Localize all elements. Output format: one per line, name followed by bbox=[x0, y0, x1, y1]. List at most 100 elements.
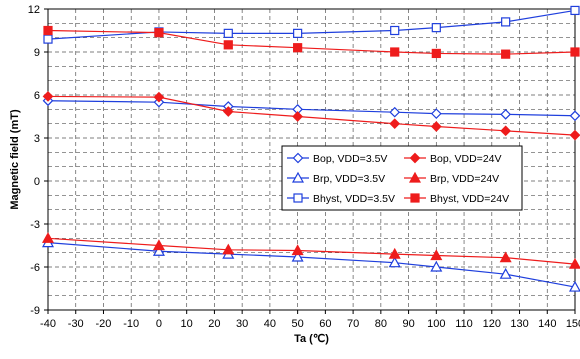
legend-swatch-marker bbox=[409, 152, 421, 164]
series-4 bbox=[41, 232, 580, 269]
data-point bbox=[499, 251, 512, 263]
data-point bbox=[501, 49, 511, 59]
legend-label: Bhyst, VDD=3.5V bbox=[313, 193, 395, 205]
legend-box bbox=[281, 145, 523, 211]
y-tick-label: 9 bbox=[34, 47, 40, 59]
x-tick-label: -40 bbox=[40, 318, 56, 330]
x-tick-label: 90 bbox=[402, 318, 414, 330]
legend-swatch-marker bbox=[408, 171, 422, 183]
data-point bbox=[43, 34, 53, 44]
x-tick-label: -20 bbox=[96, 318, 112, 330]
data-point bbox=[431, 48, 441, 59]
y-tick-label: 3 bbox=[34, 133, 40, 145]
y-tick-label: 6 bbox=[34, 90, 40, 102]
data-point bbox=[223, 28, 233, 38]
y-axis: -9 -6 -3 0 3 6 9 12 bbox=[28, 4, 48, 317]
y-tick-label: 12 bbox=[28, 4, 40, 16]
legend-label: Brp, VDD=24V bbox=[430, 173, 499, 185]
data-point bbox=[430, 260, 443, 272]
data-point bbox=[430, 249, 443, 261]
data-point bbox=[43, 25, 53, 36]
data-point bbox=[292, 111, 303, 122]
data-point bbox=[569, 110, 580, 122]
x-tick-label: 40 bbox=[264, 318, 276, 330]
series-line bbox=[47, 237, 576, 265]
series-1 bbox=[42, 95, 580, 122]
x-tick-label: 70 bbox=[347, 318, 359, 330]
legend-swatch-marker bbox=[293, 193, 303, 203]
data-point bbox=[222, 106, 234, 117]
data-point bbox=[501, 17, 511, 27]
plot-border bbox=[47, 8, 576, 311]
data-point bbox=[500, 125, 512, 137]
data-point bbox=[388, 256, 401, 268]
data-point bbox=[291, 244, 304, 256]
data-point bbox=[390, 25, 400, 36]
series-line bbox=[47, 100, 576, 117]
x-tick-label: 100 bbox=[427, 318, 445, 330]
x-tick-label: 150 bbox=[566, 318, 580, 330]
x-tick-label: 140 bbox=[538, 318, 556, 330]
data-point bbox=[152, 244, 165, 256]
y-tick-label: -6 bbox=[30, 262, 40, 274]
x-tick-label: 120 bbox=[483, 318, 501, 330]
x-tick-label: 130 bbox=[510, 318, 528, 330]
data-point bbox=[293, 28, 303, 38]
data-point bbox=[569, 129, 580, 141]
data-point bbox=[430, 121, 442, 132]
x-tick-label: 110 bbox=[455, 318, 473, 330]
x-tick-label: 50 bbox=[292, 318, 304, 330]
data-point bbox=[570, 47, 580, 57]
data-point bbox=[430, 108, 442, 119]
legend-label: Brp, VDD=3.5V bbox=[313, 173, 385, 185]
y-axis-label: Magnetic field (mT) bbox=[9, 109, 21, 210]
data-point bbox=[293, 43, 303, 53]
data-point bbox=[42, 91, 54, 102]
x-axis-label: Ta (℃) bbox=[294, 333, 329, 345]
legend: Bop, VDD=3.5V Bop, VDD=24V Brp, VDD=3.5V Br… bbox=[281, 145, 523, 211]
data-point bbox=[390, 47, 400, 57]
x-tick-label: 20 bbox=[208, 318, 220, 330]
series-line bbox=[47, 29, 576, 55]
series-2 bbox=[42, 91, 580, 141]
data-point bbox=[154, 28, 164, 38]
data-point bbox=[570, 5, 580, 16]
legend-swatch-marker bbox=[292, 152, 304, 164]
data-point bbox=[388, 247, 401, 259]
data-point bbox=[568, 280, 580, 292]
x-tick-label: -30 bbox=[68, 318, 84, 330]
data-point bbox=[222, 243, 235, 255]
data-point bbox=[389, 118, 401, 130]
series-line bbox=[47, 9, 576, 40]
legend-label: Bop, VDD=24V bbox=[430, 153, 502, 165]
legend-label: Bop, VDD=3.5V bbox=[313, 153, 387, 165]
legend-label: Bhyst, VDD=24V bbox=[430, 193, 509, 205]
data-point bbox=[223, 40, 233, 50]
x-tick-label: 10 bbox=[181, 318, 193, 330]
y-tick-label: -3 bbox=[30, 219, 40, 231]
data-point bbox=[568, 257, 580, 269]
x-axis: -40 -30 -20 -10 0 10 20 30 40 50 60 70 80 90 100 110 120… bbox=[40, 310, 580, 330]
y-tick-label: -9 bbox=[30, 305, 40, 317]
series-6 bbox=[43, 25, 580, 59]
data-point bbox=[41, 232, 55, 243]
data-point bbox=[431, 23, 441, 33]
data-point bbox=[389, 106, 401, 118]
data-point bbox=[499, 267, 512, 279]
x-tick-label: 30 bbox=[236, 318, 248, 330]
legend-swatch-marker bbox=[410, 193, 420, 203]
series-line bbox=[47, 242, 576, 288]
x-tick-label: 60 bbox=[319, 318, 331, 330]
data-point bbox=[153, 91, 165, 103]
x-tick-label: 0 bbox=[156, 318, 162, 330]
x-tick-label: -10 bbox=[123, 318, 139, 330]
series-line bbox=[47, 95, 576, 136]
x-tick-label: 80 bbox=[375, 318, 387, 330]
series-5 bbox=[43, 5, 580, 44]
data-point bbox=[152, 239, 165, 251]
legend-swatch-marker bbox=[291, 171, 305, 183]
y-tick-label: 0 bbox=[34, 176, 40, 188]
data-point bbox=[500, 109, 512, 120]
